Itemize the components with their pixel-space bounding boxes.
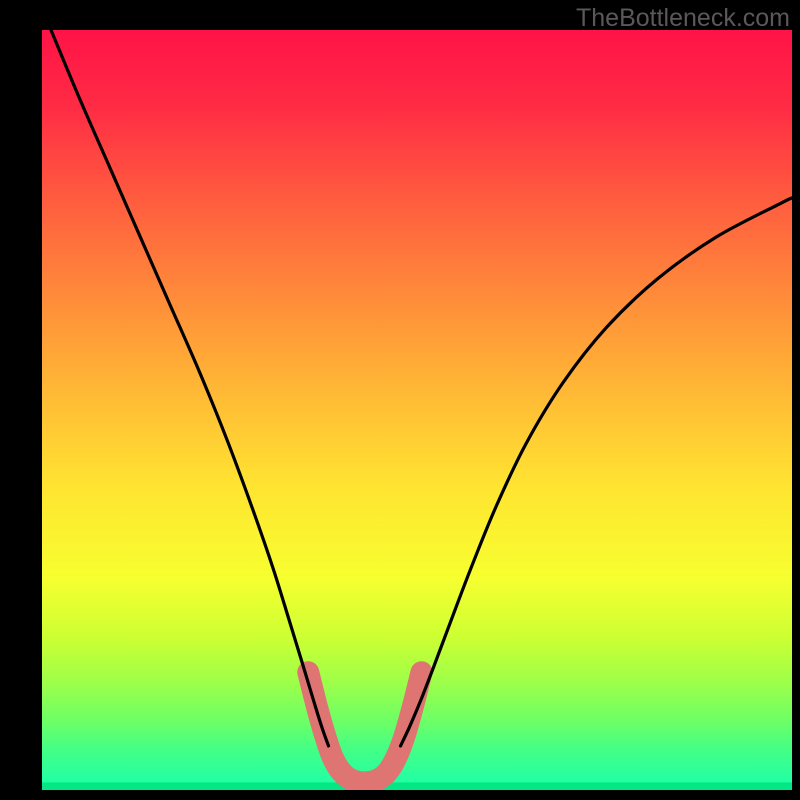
highlight-segment: [308, 672, 421, 782]
plot-area: [42, 30, 792, 790]
bottom-band: [42, 782, 792, 790]
chart-svg: [42, 30, 792, 790]
watermark-text: TheBottleneck.com: [576, 4, 790, 33]
right-curve: [401, 198, 793, 746]
left-curve: [51, 30, 329, 746]
